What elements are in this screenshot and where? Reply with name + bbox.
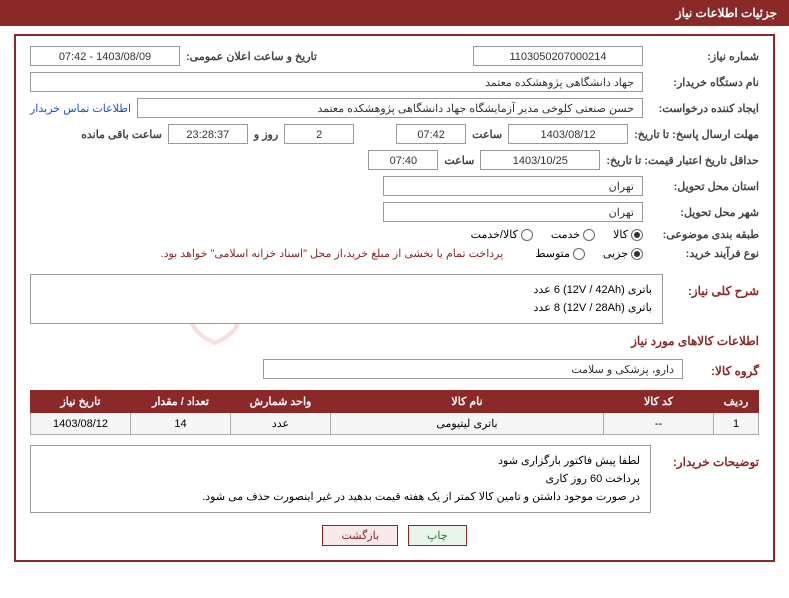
validity-date-field: 1403/10/25 — [480, 150, 600, 170]
contact-link[interactable]: اطلاعات تماس خریدار — [30, 102, 131, 115]
goods-info-title: اطلاعات کالاهای مورد نیاز — [30, 334, 759, 348]
radio-goods-icon — [631, 229, 643, 241]
need-number-field: 1103050207000214 — [473, 46, 643, 66]
time-label-1: ساعت — [472, 128, 502, 141]
radio-partial-icon — [631, 248, 643, 260]
buyer-org-field: جهاد دانشگاهی پژوهشکده معتمد — [30, 72, 643, 92]
summary-label: شرح کلی نیاز: — [669, 284, 759, 298]
th-row: ردیف — [714, 391, 759, 413]
radio-both-label: کالا/خدمت — [471, 228, 518, 241]
th-name: نام کالا — [331, 391, 604, 413]
requester-field: حسن صنعتی کلوخی مدیر آزمایشگاه جهاد دانش… — [137, 98, 643, 118]
back-button[interactable]: بازگشت — [322, 525, 398, 546]
radio-partial-label: جزیی — [603, 247, 628, 260]
main-panel: شماره نیاز: 1103050207000214 تاریخ و ساع… — [14, 34, 775, 562]
deadline-date-field: 1403/08/12 — [508, 124, 628, 144]
category-radio-group: کالا خدمت کالا/خدمت — [471, 228, 643, 241]
summary-line-1: باتری (12V / 42Ah) 6 عدد — [41, 281, 652, 299]
province-field: تهران — [383, 176, 643, 196]
radio-medium-label: متوسط — [535, 247, 570, 260]
radio-medium-icon — [573, 248, 585, 260]
city-label: شهر محل تحویل: — [649, 206, 759, 219]
validity-label: حداقل تاریخ اعتبار قیمت: تا تاریخ: — [606, 154, 759, 167]
cell-unit: عدد — [231, 413, 331, 435]
radio-service-icon — [583, 229, 595, 241]
goods-group-field: دارو، پزشکی و سلامت — [263, 359, 683, 379]
radio-service[interactable]: خدمت — [551, 228, 595, 241]
validity-time-field: 07:40 — [368, 150, 438, 170]
remaining-label: ساعت باقی مانده — [81, 128, 162, 141]
cell-qty: 14 — [131, 413, 231, 435]
buyer-notes-line-2: پرداخت 60 روز کاری — [41, 470, 640, 488]
announce-label: تاریخ و ساعت اعلان عمومی: — [186, 50, 317, 63]
th-date: تاریخ نیاز — [31, 391, 131, 413]
buyer-notes-label: توضیحات خریدار: — [659, 455, 759, 469]
deadline-time-field: 07:42 — [396, 124, 466, 144]
radio-both[interactable]: کالا/خدمت — [471, 228, 533, 241]
days-and-label: روز و — [254, 128, 278, 141]
th-unit: واحد شمارش — [231, 391, 331, 413]
table-header-row: ردیف کد کالا نام کالا واحد شمارش تعداد /… — [31, 391, 759, 413]
print-button[interactable]: چاپ — [408, 525, 467, 546]
province-label: استان محل تحویل: — [649, 180, 759, 193]
page-title: جزئیات اطلاعات نیاز — [676, 6, 777, 20]
buyer-notes-line-3: در صورت موجود داشتن و تامین کالا کمتر از… — [41, 488, 640, 506]
buyer-notes-box: لطفا پیش فاکتور بارگزاری شود پرداخت 60 ر… — [30, 445, 651, 513]
treasury-note: پرداخت تمام یا بخشی از مبلغ خرید،از محل … — [161, 247, 504, 260]
th-code: کد کالا — [604, 391, 714, 413]
announce-field: 1403/08/09 - 07:42 — [30, 46, 180, 66]
buyer-notes-line-1: لطفا پیش فاکتور بارگزاری شود — [41, 452, 640, 470]
radio-both-icon — [521, 229, 533, 241]
requester-label: ایجاد کننده درخواست: — [649, 102, 759, 115]
th-qty: تعداد / مقدار — [131, 391, 231, 413]
need-number-label: شماره نیاز: — [649, 50, 759, 63]
summary-line-2: باتری (12V / 28Ah) 8 عدد — [41, 299, 652, 317]
summary-box: باتری (12V / 42Ah) 6 عدد باتری (12V / 28… — [30, 274, 663, 324]
radio-goods[interactable]: کالا — [613, 228, 643, 241]
days-count-field: 2 — [284, 124, 354, 144]
cell-date: 1403/08/12 — [31, 413, 131, 435]
cell-row: 1 — [714, 413, 759, 435]
radio-goods-label: کالا — [613, 228, 628, 241]
radio-service-label: خدمت — [551, 228, 580, 241]
category-label: طبقه بندی موضوعی: — [649, 228, 759, 241]
table-row: 1 -- باتری لیتیومی عدد 14 1403/08/12 — [31, 413, 759, 435]
goods-table: ردیف کد کالا نام کالا واحد شمارش تعداد /… — [30, 390, 759, 435]
buyer-org-label: نام دستگاه خریدار: — [649, 76, 759, 89]
countdown-field: 23:28:37 — [168, 124, 248, 144]
time-label-2: ساعت — [444, 154, 474, 167]
deadline-label: مهلت ارسال پاسخ: تا تاریخ: — [634, 128, 759, 141]
cell-code: -- — [604, 413, 714, 435]
radio-medium[interactable]: متوسط — [535, 247, 585, 260]
radio-partial[interactable]: جزیی — [603, 247, 643, 260]
cell-name: باتری لیتیومی — [331, 413, 604, 435]
process-radio-group: جزیی متوسط — [535, 247, 643, 260]
page-title-bar: جزئیات اطلاعات نیاز — [0, 0, 789, 26]
city-field: تهران — [383, 202, 643, 222]
process-label: نوع فرآیند خرید: — [649, 247, 759, 260]
goods-group-label: گروه کالا: — [689, 364, 759, 378]
